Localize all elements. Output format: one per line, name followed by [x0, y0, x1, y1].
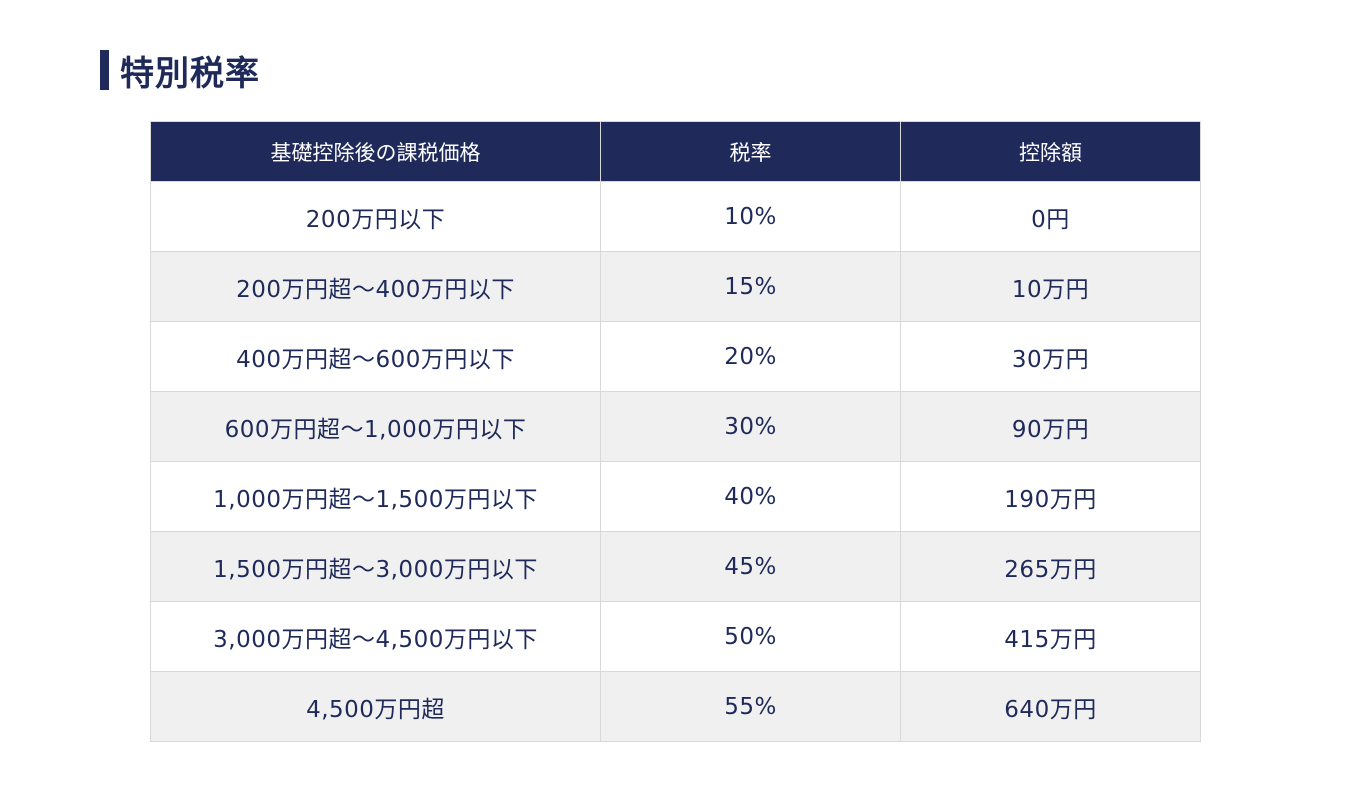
cell-taxable-amount: 1,000万円超～1,500万円以下 — [150, 461, 601, 532]
table-row: 200万円以下 10% 0円 — [150, 181, 1201, 252]
header-row: 基礎控除後の課税価格 税率 控除額 — [150, 121, 1201, 182]
table-row: 600万円超～1,000万円以下 30% 90万円 — [150, 391, 1201, 462]
table-row: 400万円超～600万円以下 20% 30万円 — [150, 321, 1201, 392]
table-header: 基礎控除後の課税価格 税率 控除額 — [150, 121, 1201, 182]
cell-deduction: 190万円 — [900, 461, 1201, 532]
cell-tax-rate: 10% — [600, 181, 901, 252]
page-heading: 特別税率 — [100, 48, 260, 94]
header-tax-rate: 税率 — [600, 121, 901, 182]
cell-taxable-amount: 200万円以下 — [150, 181, 601, 252]
cell-deduction: 30万円 — [900, 321, 1201, 392]
heading-accent-bar — [100, 50, 109, 90]
cell-tax-rate: 40% — [600, 461, 901, 532]
cell-tax-rate: 30% — [600, 391, 901, 462]
cell-deduction: 10万円 — [900, 251, 1201, 322]
table-row: 200万円超～400万円以下 15% 10万円 — [150, 251, 1201, 322]
cell-taxable-amount: 200万円超～400万円以下 — [150, 251, 601, 322]
tax-rate-table: 基礎控除後の課税価格 税率 控除額 200万円以下 10% 0円 200万円超～… — [150, 121, 1201, 742]
cell-taxable-amount: 400万円超～600万円以下 — [150, 321, 601, 392]
cell-tax-rate: 50% — [600, 601, 901, 672]
page-title: 特別税率 — [120, 53, 260, 94]
cell-deduction: 90万円 — [900, 391, 1201, 462]
cell-tax-rate: 20% — [600, 321, 901, 392]
table-row: 1,500万円超～3,000万円以下 45% 265万円 — [150, 531, 1201, 602]
cell-tax-rate: 55% — [600, 671, 901, 742]
table-body: 200万円以下 10% 0円 200万円超～400万円以下 15% 10万円 4… — [150, 181, 1201, 742]
cell-taxable-amount: 1,500万円超～3,000万円以下 — [150, 531, 601, 602]
table-row: 3,000万円超～4,500万円以下 50% 415万円 — [150, 601, 1201, 672]
table-row: 1,000万円超～1,500万円以下 40% 190万円 — [150, 461, 1201, 532]
cell-taxable-amount: 4,500万円超 — [150, 671, 601, 742]
header-taxable-amount: 基礎控除後の課税価格 — [150, 121, 601, 182]
cell-deduction: 265万円 — [900, 531, 1201, 602]
cell-deduction: 0円 — [900, 181, 1201, 252]
cell-tax-rate: 15% — [600, 251, 901, 322]
cell-deduction: 640万円 — [900, 671, 1201, 742]
table-row: 4,500万円超 55% 640万円 — [150, 671, 1201, 742]
cell-taxable-amount: 3,000万円超～4,500万円以下 — [150, 601, 601, 672]
header-deduction: 控除額 — [900, 121, 1201, 182]
cell-deduction: 415万円 — [900, 601, 1201, 672]
cell-tax-rate: 45% — [600, 531, 901, 602]
cell-taxable-amount: 600万円超～1,000万円以下 — [150, 391, 601, 462]
